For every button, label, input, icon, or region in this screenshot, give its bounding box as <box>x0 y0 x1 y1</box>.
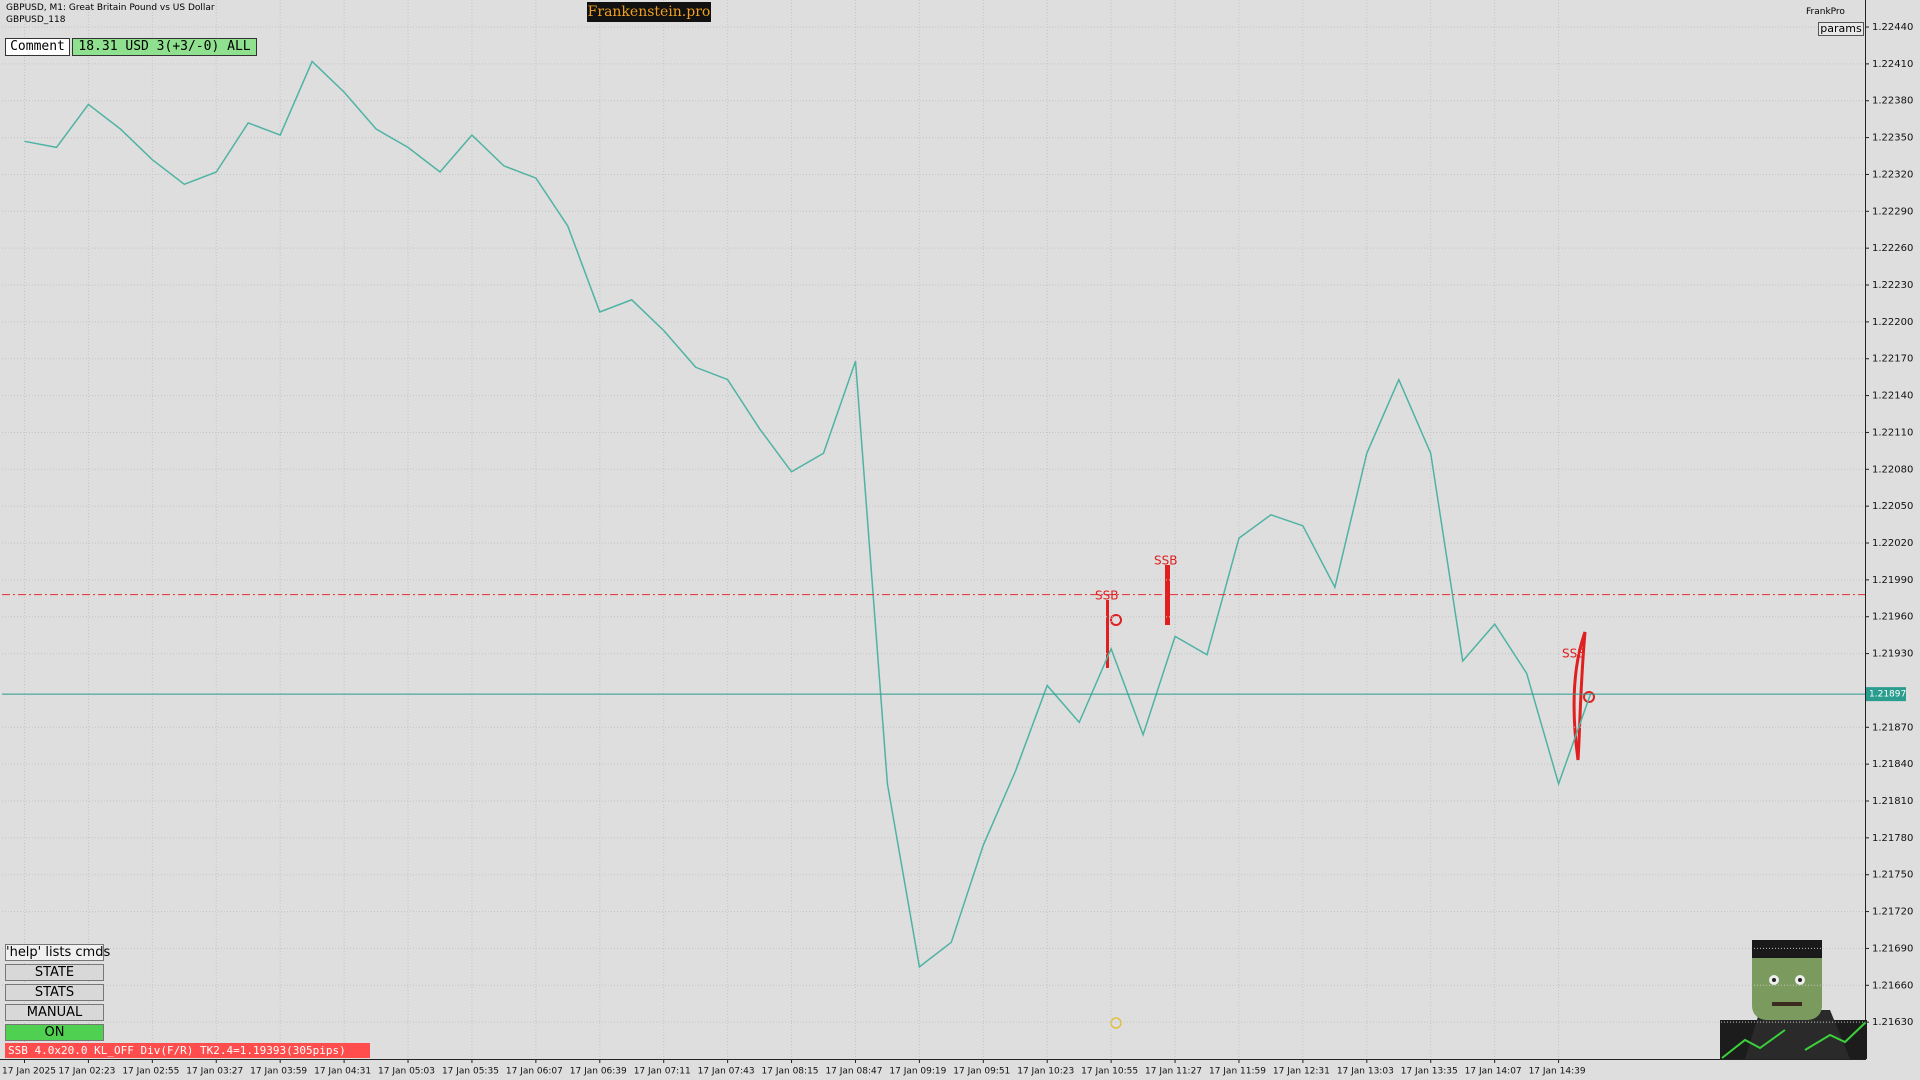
grid <box>2 0 1865 1059</box>
x-tick-label: 17 Jan 06:07 <box>506 1067 563 1077</box>
y-tick-label: 1.22080 <box>1872 464 1913 475</box>
x-tick-label: 17 Jan 09:51 <box>953 1067 1010 1077</box>
ssb-annotation: SSB <box>1562 647 1585 661</box>
y-tick-label: 1.21870 <box>1872 722 1913 733</box>
x-tick-label: 17 Jan 13:35 <box>1401 1067 1458 1077</box>
status-bar: SSB 4.0x20.0 KL_OFF Div(F/R) TK2.4=1.193… <box>5 1043 370 1058</box>
y-tick-label: 1.22410 <box>1872 59 1913 70</box>
y-tick-label: 1.22200 <box>1872 317 1913 328</box>
y-tick-label: 1.21930 <box>1872 649 1913 660</box>
x-tick-label: 17 Jan 11:59 <box>1209 1067 1266 1077</box>
y-tick-label: 1.22140 <box>1872 391 1913 402</box>
x-tick-label: 17 Jan 05:03 <box>378 1067 435 1077</box>
subtitle-text: GBPUSD_118 <box>6 15 66 25</box>
x-tick-label: 17 Jan 04:31 <box>314 1067 371 1077</box>
y-tick-label: 1.22320 <box>1872 169 1913 180</box>
y-tick-label: 1.21720 <box>1872 907 1913 918</box>
y-tick-label: 1.22230 <box>1872 280 1913 291</box>
ssb-annotation: SSB <box>1095 589 1118 603</box>
y-tick-label: 1.21690 <box>1872 943 1913 954</box>
y-tick-label: 1.21660 <box>1872 980 1913 991</box>
x-tick-label: 17 Jan 02:55 <box>122 1067 179 1077</box>
y-tick-label: 1.21960 <box>1872 612 1913 623</box>
y-tick-label: 1.22290 <box>1872 206 1913 217</box>
x-tick-label: 17 Jan 14:39 <box>1529 1067 1586 1077</box>
x-tick-label: 17 Jan 10:55 <box>1081 1067 1138 1077</box>
x-tick-label: 17 Jan 07:11 <box>634 1067 691 1077</box>
brand-badge[interactable]: Frankenstein.pro <box>587 2 711 22</box>
help-button[interactable]: 'help' lists cmds <box>5 944 111 961</box>
y-tick-label: 1.21810 <box>1872 796 1913 807</box>
x-tick-label: 17 Jan 03:59 <box>250 1067 307 1077</box>
y-tick-label: 1.21780 <box>1872 833 1913 844</box>
account-box: 18.31 USD 3(+3/-0) ALL <box>72 38 257 56</box>
x-tick-label: 17 Jan 06:39 <box>570 1067 627 1077</box>
x-tick-label: 17 Jan 03:27 <box>186 1067 243 1077</box>
x-tick-label: 17 Jan 13:03 <box>1337 1067 1394 1077</box>
y-tick-label: 1.22020 <box>1872 538 1913 549</box>
x-tick-label: 17 Jan 08:47 <box>825 1067 882 1077</box>
x-tick-label: 17 Jan 2025 <box>2 1067 56 1077</box>
params-button[interactable]: params <box>1818 22 1864 36</box>
y-tick-label: 1.22380 <box>1872 96 1913 107</box>
ssb-annotation: SSB <box>1154 554 1177 568</box>
y-tick-label: 1.22110 <box>1872 427 1913 438</box>
state-button[interactable]: STATE <box>5 964 104 981</box>
y-tick-label: 1.22050 <box>1872 501 1913 512</box>
price-line <box>24 60 1592 969</box>
x-tick-label: 17 Jan 08:15 <box>762 1067 819 1077</box>
y-tick-label: 1.22350 <box>1872 133 1913 144</box>
y-tick-label: 1.21750 <box>1872 870 1913 881</box>
current-price-box <box>1866 687 1906 702</box>
profile-text[interactable]: FrankPro <box>1806 7 1845 17</box>
y-tick-label: 1.21840 <box>1872 759 1913 770</box>
x-tick-label: 17 Jan 05:35 <box>442 1067 499 1077</box>
x-tick-label: 17 Jan 12:31 <box>1273 1067 1330 1077</box>
stats-button[interactable]: STATS <box>5 984 104 1001</box>
y-tick-label: 1.21630 <box>1872 1017 1913 1028</box>
x-tick-label: 17 Jan 11:27 <box>1145 1067 1202 1077</box>
manual-button[interactable]: MANUAL <box>5 1004 104 1021</box>
x-tick-label: 17 Jan 14:07 <box>1465 1067 1522 1077</box>
y-tick-label: 1.22260 <box>1872 243 1913 254</box>
current-price-label: 1.21897 <box>1869 690 1906 700</box>
x-tick-label: 17 Jan 02:23 <box>58 1067 115 1077</box>
y-tick-label: 1.22170 <box>1872 354 1913 365</box>
y-tick-label: 1.22440 <box>1872 22 1913 33</box>
comment-box[interactable]: Comment <box>5 38 70 56</box>
symbol-text: GBPUSD, M1: Great Britain Pound vs US Do… <box>6 3 215 13</box>
y-tick-label: 1.21990 <box>1872 575 1913 586</box>
on-button[interactable]: ON <box>5 1024 104 1041</box>
x-tick-label: 17 Jan 09:19 <box>889 1067 946 1077</box>
x-tick-label: 17 Jan 07:43 <box>698 1067 755 1077</box>
x-tick-label: 17 Jan 10:23 <box>1017 1067 1074 1077</box>
